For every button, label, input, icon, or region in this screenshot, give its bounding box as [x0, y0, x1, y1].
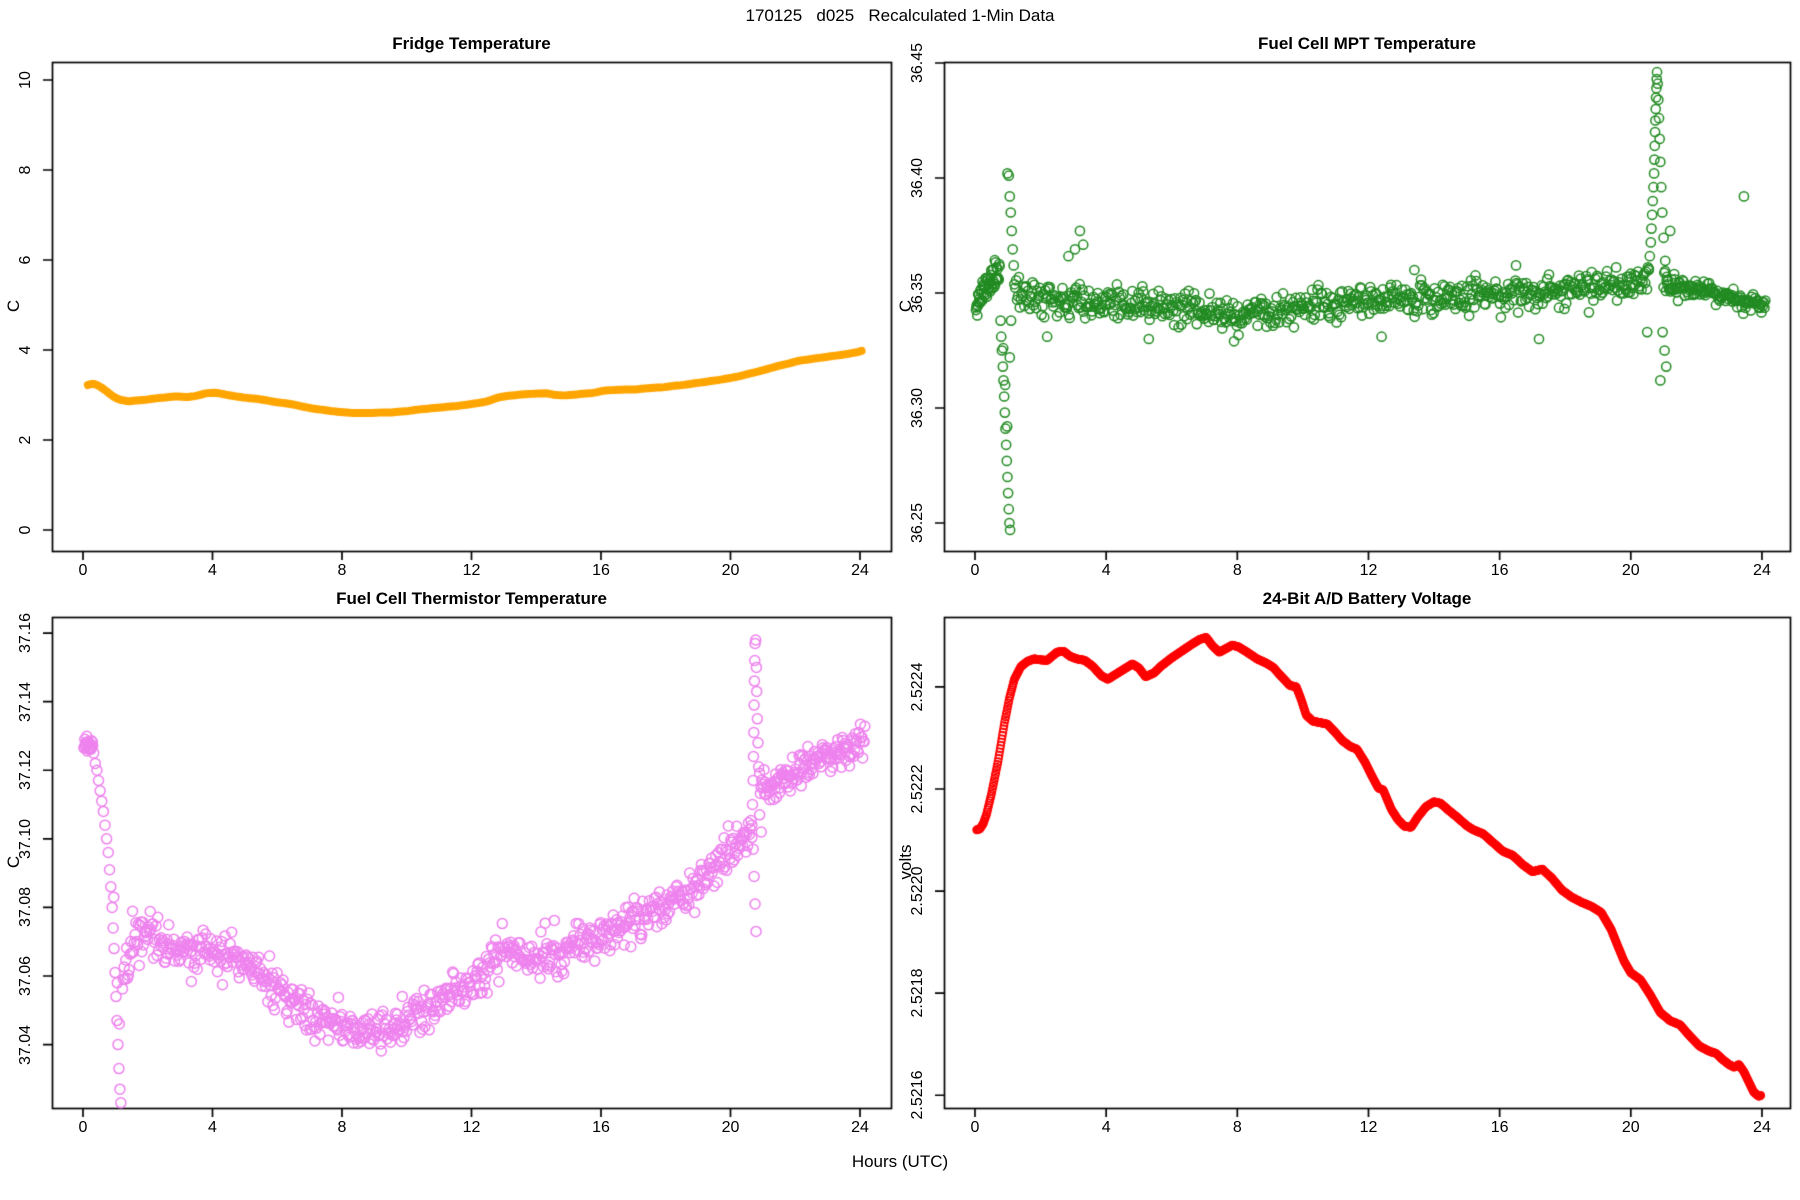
- y-tick-label: 36.25: [909, 502, 926, 544]
- x-tick-label: 20: [1621, 1119, 1640, 1136]
- fuel-cell-mpt-plot: [944, 62, 1790, 551]
- x-tick-label: 24: [1753, 562, 1771, 579]
- x-tick-label: 8: [1232, 1119, 1242, 1136]
- y-tick-label: 37.08: [17, 887, 34, 928]
- y-tick-label: 2.5216: [909, 1070, 926, 1120]
- x-tick-label: 8: [337, 1119, 347, 1136]
- x-axis-label: Hours (UTC): [851, 1152, 949, 1171]
- x-tick-label: 16: [1490, 562, 1509, 579]
- battery-voltage-plot-title: 24-Bit A/D Battery Voltage: [1262, 589, 1472, 608]
- y-tick-label: 37.04: [17, 1024, 34, 1065]
- x-tick-label: 0: [78, 562, 88, 579]
- y-tick-label: 2.5224: [909, 662, 926, 712]
- y-tick-label: 36.35: [909, 272, 926, 314]
- x-tick-label: 8: [1232, 562, 1242, 579]
- x-tick-label: 16: [592, 562, 610, 579]
- fuel-cell-thermistor-plot: [52, 617, 891, 1108]
- x-tick-label: 4: [1101, 562, 1111, 579]
- y-tick-label: 2: [17, 435, 34, 445]
- battery-voltage-plot: [944, 617, 1790, 1108]
- y-tick-label: 6: [17, 255, 34, 265]
- x-tick-label: 20: [721, 562, 740, 579]
- x-tick-label: 12: [462, 562, 481, 579]
- fridge-temperature-plot: [52, 62, 891, 551]
- y-tick-label: 37.06: [17, 955, 34, 997]
- y-tick-label: 37.12: [17, 750, 34, 791]
- x-tick-label: 4: [208, 1119, 217, 1136]
- x-tick-label: 0: [970, 562, 980, 579]
- x-tick-label: 12: [462, 1119, 481, 1136]
- x-tick-label: 16: [1490, 1119, 1509, 1136]
- x-tick-label: 24: [851, 1119, 869, 1136]
- x-tick-label: 4: [1101, 1119, 1111, 1136]
- x-tick-label: 16: [592, 1119, 610, 1136]
- y-tick-label: 2.5220: [909, 866, 926, 916]
- x-tick-label: 8: [337, 562, 347, 579]
- fridge-plot-title: Fridge Temperature: [392, 34, 551, 53]
- y-tick-label: 37.10: [17, 818, 34, 859]
- y-tick-label: 37.14: [17, 681, 34, 722]
- x-tick-label: 24: [1753, 1119, 1771, 1136]
- x-tick-label: 20: [1621, 562, 1640, 579]
- y-tick-label: 0: [17, 525, 34, 535]
- x-tick-label: 12: [1359, 562, 1378, 579]
- y-tick-label: 36.45: [909, 42, 926, 84]
- y-tick-label: 36.40: [909, 157, 926, 199]
- y-tick-label: 37.16: [17, 613, 34, 654]
- y-tick-label: 4: [17, 345, 34, 355]
- y-tick-label: 2.5222: [909, 764, 926, 814]
- figure-title: 170125 d025 Recalculated 1-Min Data: [745, 6, 1055, 25]
- y-tick-label: 10: [17, 71, 34, 89]
- y-tick-label: 36.30: [909, 387, 926, 429]
- x-tick-label: 12: [1359, 1119, 1378, 1136]
- y-tick-label: 2.5218: [909, 968, 926, 1018]
- x-tick-label: 0: [970, 1119, 980, 1136]
- x-tick-label: 20: [721, 1119, 740, 1136]
- x-tick-label: 0: [78, 1119, 88, 1136]
- x-tick-label: 4: [208, 562, 217, 579]
- y-tick-label: 8: [17, 165, 34, 175]
- x-tick-label: 24: [851, 562, 869, 579]
- fuel-cell-mpt-plot-title: Fuel Cell MPT Temperature: [1258, 34, 1476, 53]
- fuel-cell-thermistor-plot-title: Fuel Cell Thermistor Temperature: [336, 589, 607, 608]
